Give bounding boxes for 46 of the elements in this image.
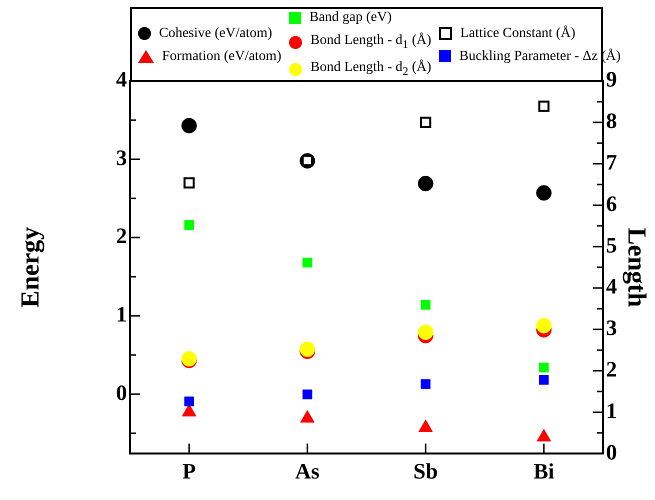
point bbox=[184, 396, 194, 406]
legend-label: Lattice Constant (Å) bbox=[460, 24, 576, 42]
y-tick-label: 3 bbox=[116, 144, 127, 170]
legend-label: Bond Length - d$_{2}$ (Å) bbox=[310, 58, 432, 80]
y2-tick-label: 3 bbox=[606, 315, 617, 340]
legend-label: Cohesive (eV/atom) bbox=[159, 24, 272, 42]
y-tick-label: 4 bbox=[116, 66, 127, 92]
y-axis-title: Energy bbox=[15, 226, 44, 308]
point bbox=[536, 185, 552, 201]
point bbox=[420, 300, 430, 310]
x-tick-label: Bi bbox=[533, 458, 554, 484]
point bbox=[420, 379, 430, 389]
y2-tick-label: 7 bbox=[606, 149, 617, 174]
point bbox=[420, 116, 432, 128]
y-tick-label: 2 bbox=[116, 223, 127, 248]
x-tick-label: Sb bbox=[413, 458, 438, 484]
y2-tick-label: 1 bbox=[606, 398, 617, 423]
y2-tick-label: 8 bbox=[606, 108, 617, 134]
x-tick-label: P bbox=[182, 458, 196, 484]
y2-axis-title: Length bbox=[622, 228, 652, 308]
point bbox=[184, 220, 194, 230]
point bbox=[302, 258, 312, 268]
y2-tick-label: 6 bbox=[606, 190, 617, 216]
y-tick-label: 1 bbox=[116, 302, 127, 327]
legend-label: Band gap (eV) bbox=[309, 9, 392, 28]
point bbox=[539, 362, 549, 372]
y2-tick-label: 4 bbox=[606, 274, 617, 299]
point bbox=[536, 318, 552, 334]
point bbox=[184, 177, 195, 188]
y2-tick-label: 9 bbox=[606, 66, 617, 92]
point bbox=[536, 428, 552, 442]
y2-tick-label: 0 bbox=[606, 439, 617, 464]
point bbox=[538, 100, 550, 112]
point bbox=[418, 420, 433, 432]
point bbox=[418, 324, 434, 340]
legend-label: Bond Length - d$_{1}$ (Å) bbox=[310, 32, 432, 53]
point bbox=[181, 118, 197, 134]
x-tick-label: As bbox=[295, 458, 320, 484]
point bbox=[302, 390, 312, 400]
y-tick-label: 0 bbox=[116, 380, 127, 405]
point bbox=[418, 176, 434, 192]
point bbox=[300, 410, 315, 423]
y2-tick-label: 5 bbox=[606, 232, 617, 258]
point bbox=[539, 375, 549, 385]
legend-label: Formation (eV/atom) bbox=[162, 48, 282, 66]
y2-tick-label: 2 bbox=[606, 356, 617, 382]
